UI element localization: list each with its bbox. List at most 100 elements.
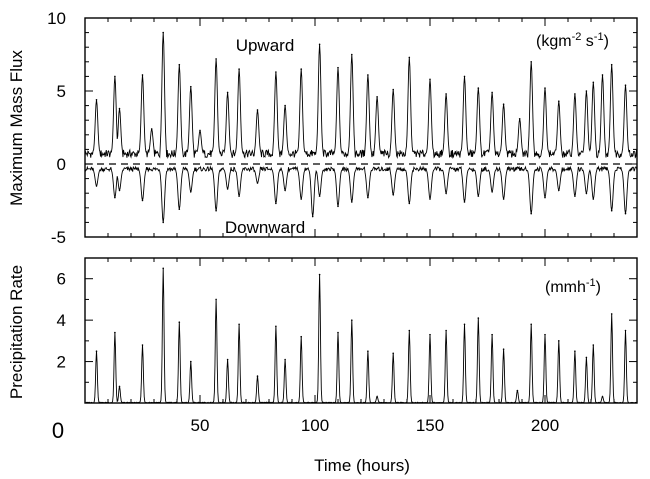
upward-peak-point [544,87,546,89]
upward-peak-point [162,31,164,34]
upward-peak-point [178,63,181,66]
precipitation-peak-point [337,331,339,334]
upward-peak-point [337,66,339,69]
precipitation-peak-point [190,360,192,363]
downward-peak-point [491,190,493,193]
upward-peak-point [284,104,286,107]
precipitation-peak-point [318,273,321,276]
downward-series-line [84,165,638,223]
precipitation-peak-point [376,395,378,398]
downward-peak-point [300,198,303,200]
precipitation-peak-point [574,350,576,353]
upward-peak-point [624,84,627,86]
lower-units-label: (mmh-1) [545,277,601,296]
precipitation-peak-point [502,348,505,350]
precipitation-peak-point [408,329,411,332]
upward-peak-point [592,81,595,84]
downward-peak-point [477,195,480,197]
x-axis-label: Time (hours) [314,456,410,475]
downward-peak-point [429,198,431,200]
data-layer [84,31,638,404]
precipitation-peak-point [558,340,560,342]
downward-peak-point [392,193,395,196]
upward-peak-point [601,74,604,76]
precipitation-peak-point [284,358,286,361]
x-tick-label: 100 [301,416,329,435]
downward-peak-point [118,189,121,192]
downward-peak-point [318,195,321,197]
upward-peak-point [502,103,505,105]
upward-peak-point [610,63,613,66]
precipitation-peak-point [592,344,595,346]
precipitation-peak-point [226,358,229,361]
lower-y-axis-label: Precipitation Rate [7,265,26,399]
upward-peak-point [530,61,532,63]
upward-peak-point [392,88,395,91]
downward-peak-point [351,201,353,203]
upward-annotation: Upward [236,36,295,55]
upward-peak-point [114,75,116,78]
upward-peak-point [408,56,411,59]
precipitation-peak-point [610,313,613,315]
precipitation-peak-point [141,344,144,346]
upward-peak-point [351,53,353,56]
upward-peak-point [376,96,378,98]
downward-peak-point [585,192,588,194]
precipitation-peak-point [516,389,519,392]
downward-peak-point [215,209,217,212]
upward-peak-point [491,91,493,94]
precipitation-peak-point [178,321,181,324]
axes-layer [84,17,638,404]
downward-peak-point [311,215,314,218]
precipitation-peak-point [463,323,466,326]
precipitation-peak-point [300,335,303,338]
upward-peak-point [318,43,321,46]
text-layer: Maximum Mass Flux Precipitation Rate Tim… [7,9,609,475]
upward-peak-point [275,71,277,73]
lower-y-tick-label: 4 [57,311,66,330]
precipitation-peak-point [238,323,240,326]
precipitation-peak-point [445,329,447,332]
x-tick-label: 50 [191,416,210,435]
precipitation-peak-point [367,350,369,353]
downward-peak-point [141,199,144,202]
upward-peak-point [95,98,98,101]
upper-y-axis-label: Maximum Mass Flux [7,50,26,206]
downward-peak-point [238,195,240,197]
upward-peak-point [226,91,229,94]
downward-peak-point [463,201,466,203]
upward-peak-point [199,129,201,132]
downward-peak-point [610,209,613,212]
downward-peak-point [190,190,192,193]
downward-peak-point [408,202,411,205]
x-tick-label: 150 [416,416,444,435]
precipitation-peak-point [585,356,588,359]
lower-y-tick-label: 2 [57,353,66,372]
upward-peak-point [518,117,521,120]
downward-peak-point [367,196,369,199]
upward-peak-point [150,128,153,130]
downward-peak-point [544,196,546,199]
precipitation-peak-point [392,352,395,355]
downward-peak-point [574,195,576,197]
upper-y-tick-label: -5 [51,228,66,247]
downward-peak-point [95,185,98,187]
upper-panel-frame [84,17,638,238]
precipitation-peak-point [215,298,217,301]
lower-y-tick-label: 6 [57,270,66,289]
upward-peak-point [477,87,480,89]
downward-peak-point [592,198,595,200]
downward-peak-point [256,182,259,184]
precipitation-peak-point [477,317,480,319]
upward-peak-point [215,58,217,60]
downward-peak-point [502,198,505,200]
downward-peak-point [558,189,560,192]
upward-peak-point [367,74,369,76]
precipitation-peak-point [624,329,627,332]
upward-peak-point [463,75,466,78]
x-tick-label: 200 [531,416,559,435]
upward-peak-point [558,100,560,103]
downward-peak-point [162,221,164,224]
x-tick-label: 0 [52,418,64,443]
